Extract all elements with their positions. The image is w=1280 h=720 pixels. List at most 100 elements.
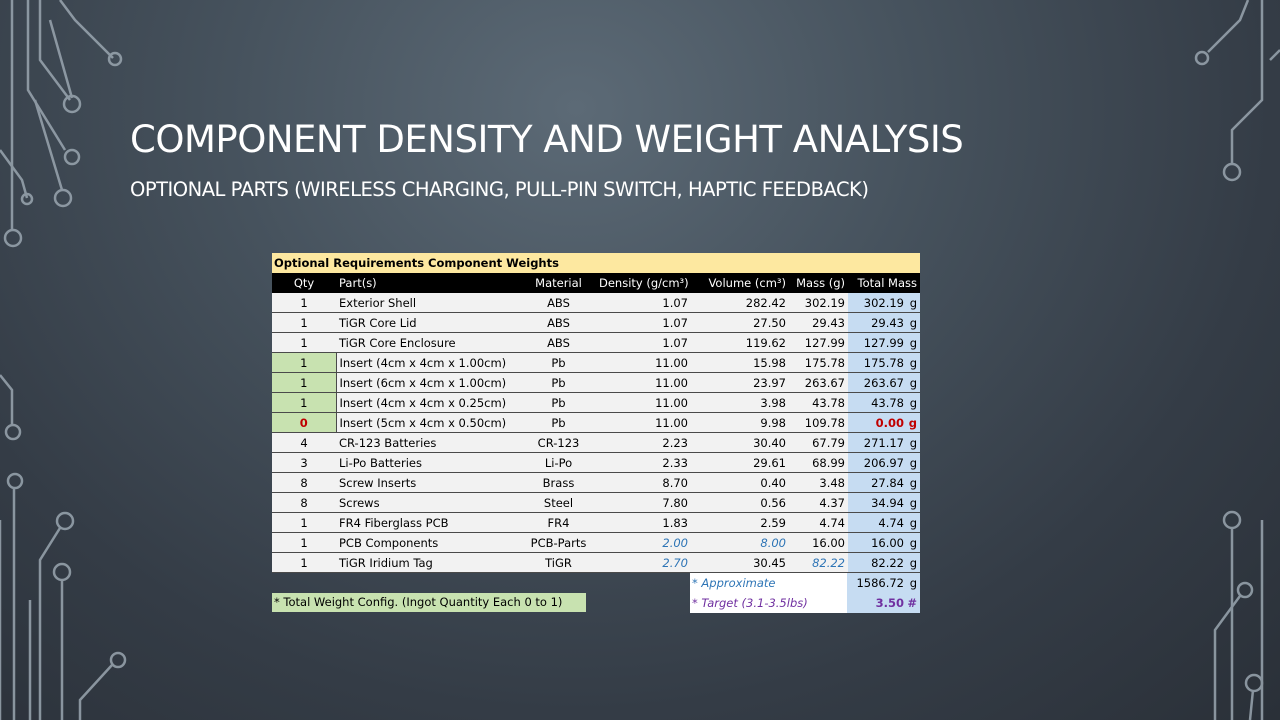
volume-cell: 0.40 xyxy=(691,472,789,493)
density-cell: 11.00 xyxy=(596,352,691,373)
material-cell: Brass xyxy=(521,472,596,493)
density-cell: 1.07 xyxy=(596,332,691,353)
table-row: 1 Insert (4cm x 4cm x 1.00cm) Pb 11.00 15.98… xyxy=(272,352,920,373)
part-cell: Insert (4cm x 4cm x 1.00cm) xyxy=(335,352,521,373)
table-row: 8 Screws Steel 7.80 0.56 4.37 34.94 g xyxy=(272,492,920,513)
total-mass-cell: 206.97 g xyxy=(848,452,920,473)
mass-cell: 43.78 xyxy=(789,392,848,413)
total-mass-cell: 263.67 g xyxy=(848,372,920,393)
density-cell: 11.00 xyxy=(596,412,691,433)
total-mass-unit: g xyxy=(909,315,917,330)
part-cell: Insert (6cm x 4cm x 1.00cm) xyxy=(335,372,521,393)
part-cell: Insert (5cm x 4cm x 0.50cm) xyxy=(335,412,521,433)
volume-cell: 8.00 xyxy=(691,532,789,553)
part-cell: Screw Inserts xyxy=(336,472,521,493)
mass-cell: 67.79 xyxy=(789,432,848,453)
total-mass-cell: 4.74 g xyxy=(848,512,920,533)
qty-cell: 1 xyxy=(272,372,336,393)
qty-cell: 3 xyxy=(272,452,336,473)
total-mass-unit: g xyxy=(909,515,917,530)
mass-cell: 109.78 xyxy=(789,412,848,433)
material-cell: ABS xyxy=(521,332,596,353)
qty-cell: 1 xyxy=(272,532,336,553)
mass-cell: 29.43 xyxy=(789,312,848,333)
header-density: Density (g/cm³) xyxy=(596,273,691,293)
density-cell: 2.23 xyxy=(596,432,691,453)
qty-cell: 1 xyxy=(272,552,336,573)
part-cell: Exterior Shell xyxy=(336,293,521,313)
slide-subtitle: OPTIONAL PARTS (WIRELESS CHARGING, PULL-… xyxy=(130,178,869,201)
target-weight-value: 3.50 xyxy=(875,596,904,610)
total-mass-unit: g xyxy=(909,535,917,550)
part-cell: TiGR Iridium Tag xyxy=(336,552,521,573)
mass-cell: 175.78 xyxy=(789,352,848,373)
total-mass-value: 127.99 xyxy=(863,335,904,350)
volume-cell: 3.98 xyxy=(691,392,789,413)
mass-cell: 302.19 xyxy=(789,293,848,313)
total-mass-value: 43.78 xyxy=(871,395,904,410)
mass-cell: 127.99 xyxy=(789,332,848,353)
total-mass-unit: g xyxy=(908,415,917,430)
total-mass-unit: g xyxy=(909,395,917,410)
density-cell: 2.00 xyxy=(596,532,691,553)
density-cell: 2.33 xyxy=(596,452,691,473)
mass-cell: 263.67 xyxy=(789,372,848,393)
table-row: 4 CR-123 Batteries CR-123 2.23 30.40 67.79 271… xyxy=(272,432,920,453)
table-row: 1 Insert (4cm x 4cm x 0.25cm) Pb 11.00 3.98 4… xyxy=(272,392,920,413)
table-row: 3 Li-Po Batteries Li-Po 2.33 29.61 68.99 206.9… xyxy=(272,452,920,473)
total-mass-value: 271.17 xyxy=(863,435,904,450)
total-mass-unit: g xyxy=(909,475,917,490)
total-mass-unit: g xyxy=(909,375,917,390)
qty-cell: 8 xyxy=(272,472,336,493)
part-cell: CR-123 Batteries xyxy=(336,432,521,453)
table-row: 8 Screw Inserts Brass 8.70 0.40 3.48 27.84 g xyxy=(272,472,920,493)
qty-cell: 1 xyxy=(272,512,336,533)
volume-cell: 2.59 xyxy=(691,512,789,533)
header-total-mass: Total Mass xyxy=(848,273,920,293)
total-mass-sum-unit: g xyxy=(909,576,917,590)
total-mass-cell: 27.84 g xyxy=(848,472,920,493)
mass-cell: 3.48 xyxy=(789,472,848,493)
material-cell: TiGR xyxy=(521,552,596,573)
header-parts: Part(s) xyxy=(336,273,521,293)
sheet-caption: Optional Requirements Component Weights xyxy=(272,253,920,273)
header-mass: Mass (g) xyxy=(789,273,848,293)
total-mass-sum-value: 1586.72 xyxy=(856,576,904,590)
volume-cell: 27.50 xyxy=(691,312,789,333)
approximate-note: * Approximate xyxy=(690,573,847,593)
volume-cell: 30.45 xyxy=(691,552,789,573)
target-weight-unit: # xyxy=(907,596,917,610)
material-cell: Pb xyxy=(521,372,596,393)
table-row: 1 Exterior Shell ABS 1.07 282.42 302.19 302.19… xyxy=(272,293,920,313)
mass-cell: 68.99 xyxy=(789,452,848,473)
table-row: 1 Insert (6cm x 4cm x 1.00cm) Pb 11.00 23.97… xyxy=(272,372,920,393)
volume-cell: 0.56 xyxy=(691,492,789,513)
density-cell: 1.83 xyxy=(596,512,691,533)
total-mass-cell: 29.43 g xyxy=(848,312,920,333)
total-mass-unit: g xyxy=(909,495,917,510)
volume-cell: 282.42 xyxy=(691,293,789,313)
total-mass-value: 34.94 xyxy=(871,495,904,510)
target-weight: 3.50 # xyxy=(847,593,920,613)
material-cell: Li-Po xyxy=(521,452,596,473)
table-row: 1 TiGR Core Enclosure ABS 1.07 119.62 127.99 1… xyxy=(272,332,920,353)
total-mass-cell: 0.00 g xyxy=(848,412,920,433)
slide-title: COMPONENT DENSITY AND WEIGHT ANALYSIS xyxy=(130,118,964,161)
total-mass-cell: 82.22 g xyxy=(848,552,920,573)
material-cell: Pb xyxy=(521,352,596,373)
component-weights-table: Qty Part(s) Material Density (g/cm³) Vol… xyxy=(272,273,920,573)
volume-cell: 29.61 xyxy=(691,452,789,473)
volume-cell: 15.98 xyxy=(691,352,789,373)
material-cell: FR4 xyxy=(521,512,596,533)
qty-cell: 1 xyxy=(272,293,336,313)
part-cell: FR4 Fiberglass PCB xyxy=(336,512,521,533)
total-mass-value: 175.78 xyxy=(863,355,904,370)
total-mass-value: 206.97 xyxy=(863,455,904,470)
density-cell: 1.07 xyxy=(596,312,691,333)
volume-cell: 23.97 xyxy=(691,372,789,393)
total-mass-cell: 127.99 g xyxy=(848,332,920,353)
total-mass-value: 82.22 xyxy=(871,555,904,570)
total-mass-cell: 302.19 g xyxy=(848,293,920,313)
table-row: 1 FR4 Fiberglass PCB FR4 1.83 2.59 4.74 4.74 g xyxy=(272,512,920,533)
